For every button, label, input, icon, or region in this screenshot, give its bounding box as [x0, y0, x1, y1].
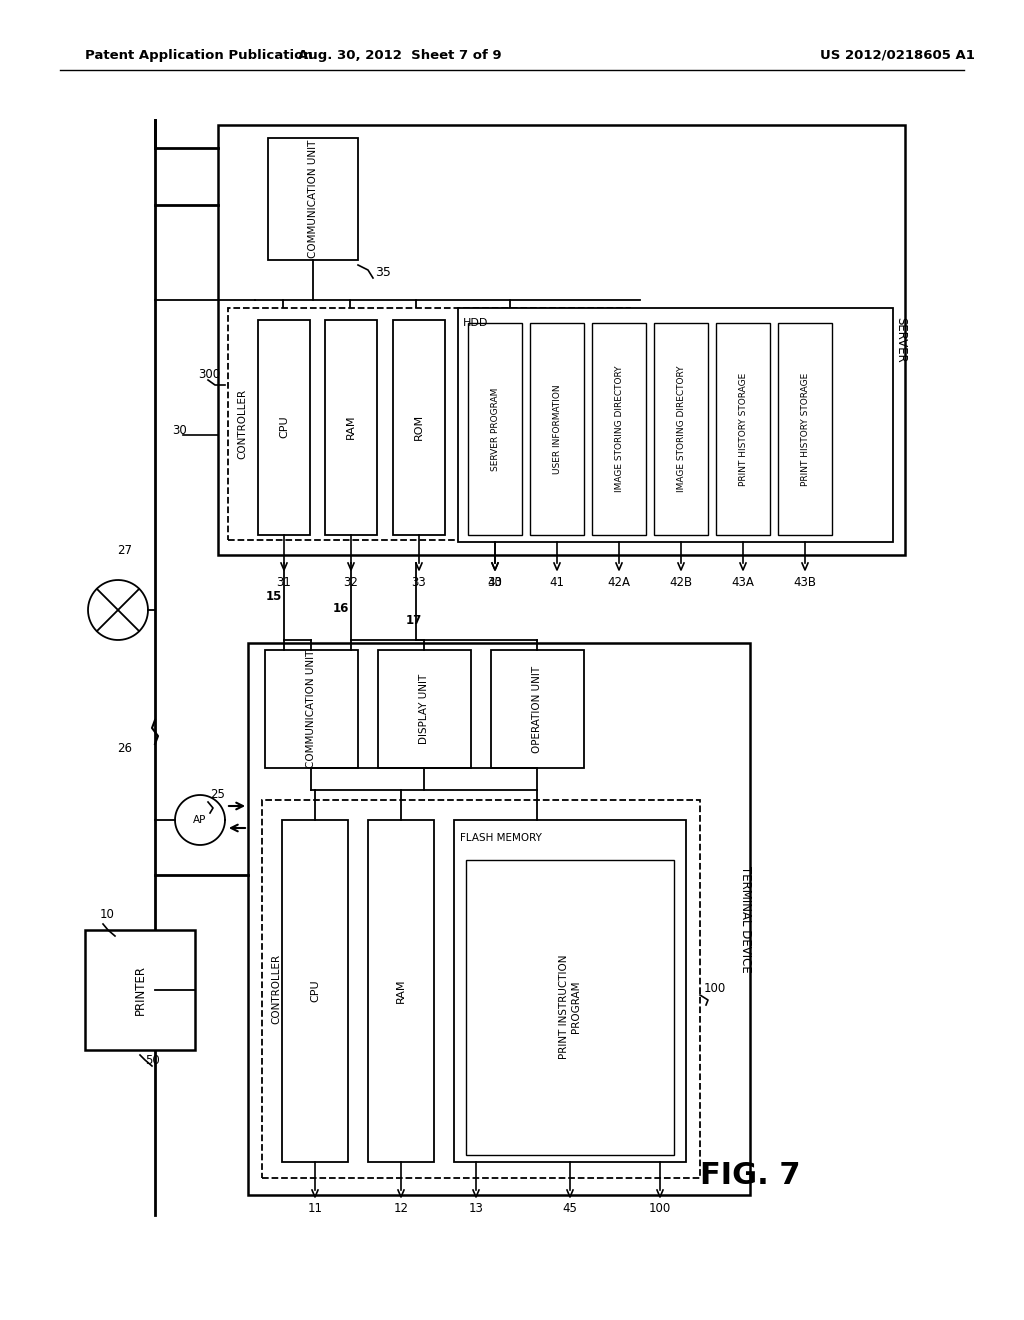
Text: 42A: 42A — [607, 576, 631, 589]
Bar — [268, 139, 358, 260]
Text: 100: 100 — [649, 1201, 671, 1214]
Text: PRINTER: PRINTER — [133, 965, 146, 1015]
Text: RAM: RAM — [396, 978, 406, 1003]
Text: 11: 11 — [307, 1201, 323, 1214]
Bar — [466, 861, 674, 1155]
Bar — [218, 125, 905, 554]
Text: 31: 31 — [276, 576, 292, 589]
Bar — [716, 323, 770, 535]
Text: 32: 32 — [344, 576, 358, 589]
Text: 35: 35 — [375, 265, 391, 279]
Text: IMAGE STORING DIRECTORY: IMAGE STORING DIRECTORY — [677, 366, 685, 492]
Bar — [248, 643, 750, 1195]
Bar — [393, 319, 445, 535]
Bar — [530, 323, 584, 535]
Text: 42B: 42B — [670, 576, 692, 589]
Text: 27: 27 — [118, 544, 132, 557]
Text: COMMUNICATION UNIT: COMMUNICATION UNIT — [308, 140, 318, 259]
Text: SERVER: SERVER — [895, 317, 907, 363]
Text: Patent Application Publication: Patent Application Publication — [85, 49, 312, 62]
Text: FIG. 7: FIG. 7 — [700, 1160, 801, 1189]
Text: CONTROLLER: CONTROLLER — [237, 389, 247, 459]
Text: 12: 12 — [393, 1201, 409, 1214]
Bar — [490, 649, 584, 768]
Text: FLASH MEMORY: FLASH MEMORY — [460, 833, 542, 843]
Text: 10: 10 — [100, 908, 115, 921]
Text: ROM: ROM — [414, 414, 424, 440]
Text: 50: 50 — [145, 1053, 160, 1067]
Text: 45: 45 — [562, 1201, 578, 1214]
Text: Aug. 30, 2012  Sheet 7 of 9: Aug. 30, 2012 Sheet 7 of 9 — [298, 49, 502, 62]
Text: CPU: CPU — [310, 979, 319, 1002]
Text: 25: 25 — [210, 788, 225, 801]
Text: HDD: HDD — [463, 318, 488, 327]
Text: 33: 33 — [412, 576, 426, 589]
Text: IMAGE STORING DIRECTORY: IMAGE STORING DIRECTORY — [614, 366, 624, 492]
Text: 16: 16 — [333, 602, 349, 615]
Text: 26: 26 — [118, 742, 132, 755]
Bar — [368, 820, 434, 1162]
Text: 33: 33 — [487, 576, 503, 589]
Text: 43B: 43B — [794, 576, 816, 589]
Text: SERVER PROGRAM: SERVER PROGRAM — [490, 387, 500, 471]
Text: 43A: 43A — [731, 576, 755, 589]
Text: US 2012/0218605 A1: US 2012/0218605 A1 — [820, 49, 975, 62]
Text: 40: 40 — [487, 576, 503, 589]
Text: CONTROLLER: CONTROLLER — [271, 954, 281, 1024]
Text: DISPLAY UNIT: DISPLAY UNIT — [419, 675, 429, 744]
Bar — [458, 308, 893, 543]
Text: OPERATION UNIT: OPERATION UNIT — [532, 665, 542, 752]
Text: 13: 13 — [469, 1201, 483, 1214]
Bar — [258, 319, 310, 535]
Text: 15: 15 — [266, 590, 283, 602]
Text: AP: AP — [194, 814, 207, 825]
Text: 100: 100 — [705, 982, 726, 995]
Text: PRINT HISTORY STORAGE: PRINT HISTORY STORAGE — [801, 372, 810, 486]
Text: 30: 30 — [172, 424, 186, 437]
Bar — [282, 820, 348, 1162]
Text: 17: 17 — [406, 614, 422, 627]
Text: COMMUNICATION UNIT: COMMUNICATION UNIT — [306, 649, 316, 768]
Text: USER INFORMATION: USER INFORMATION — [553, 384, 561, 474]
Text: CPU: CPU — [279, 416, 289, 438]
Bar — [778, 323, 831, 535]
Text: PRINT INSTRUCTION
PROGRAM: PRINT INSTRUCTION PROGRAM — [559, 954, 581, 1059]
Bar — [228, 308, 630, 540]
Bar — [592, 323, 646, 535]
Bar — [262, 800, 700, 1177]
Bar — [654, 323, 708, 535]
Text: PRINT HISTORY STORAGE: PRINT HISTORY STORAGE — [738, 372, 748, 486]
Bar — [325, 319, 377, 535]
Bar — [85, 931, 195, 1049]
Text: 41: 41 — [550, 576, 564, 589]
Text: TERMINAL DEVICE: TERMINAL DEVICE — [739, 866, 753, 973]
Text: RAM: RAM — [346, 414, 356, 440]
Bar — [265, 649, 358, 768]
Bar — [454, 820, 686, 1162]
Bar — [378, 649, 471, 768]
Bar — [468, 323, 522, 535]
Text: 300: 300 — [198, 368, 220, 381]
